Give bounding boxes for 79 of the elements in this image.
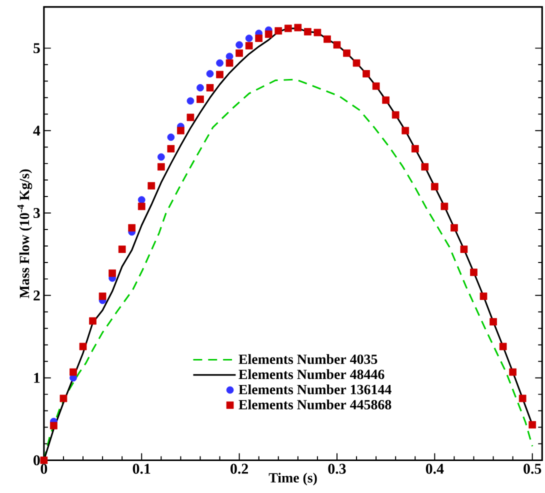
legend-label: Elements Number 48446 bbox=[238, 369, 384, 380]
legend-label: Elements Number 136144 bbox=[238, 384, 392, 394]
point bbox=[421, 163, 429, 170]
y-tick-label: 3 bbox=[34, 208, 40, 218]
point bbox=[509, 368, 516, 376]
y-tick-label: 0 bbox=[34, 455, 40, 466]
point bbox=[294, 24, 302, 32]
point bbox=[177, 126, 184, 134]
point bbox=[470, 268, 478, 276]
x-tick-label: 0.5 bbox=[524, 464, 542, 474]
point bbox=[196, 84, 204, 92]
point bbox=[450, 224, 458, 232]
point bbox=[157, 163, 165, 170]
point bbox=[392, 111, 400, 119]
point bbox=[490, 318, 497, 326]
x-tick-label: 0 bbox=[40, 464, 48, 474]
point bbox=[89, 317, 96, 325]
point bbox=[60, 394, 68, 402]
point bbox=[167, 133, 175, 141]
point bbox=[98, 292, 106, 300]
y-tick-label: 5 bbox=[34, 43, 40, 54]
point bbox=[226, 52, 234, 60]
point bbox=[40, 456, 48, 464]
point bbox=[70, 368, 77, 376]
point bbox=[352, 59, 360, 67]
point bbox=[440, 202, 448, 210]
point bbox=[411, 144, 419, 152]
point bbox=[499, 342, 507, 350]
point bbox=[362, 70, 370, 78]
point bbox=[264, 30, 272, 38]
point bbox=[216, 59, 224, 67]
point bbox=[274, 27, 282, 34]
y-tick-label: 1 bbox=[34, 372, 40, 383]
point bbox=[333, 41, 341, 48]
y-tick-label: 4 bbox=[33, 126, 40, 136]
point bbox=[518, 394, 526, 402]
point bbox=[255, 34, 263, 42]
x-axis-title: Time (s) bbox=[268, 472, 317, 486]
point bbox=[50, 422, 58, 430]
point bbox=[79, 342, 87, 350]
point bbox=[528, 421, 536, 428]
legend-label: Elements Number 445868 bbox=[238, 399, 392, 410]
point bbox=[372, 82, 380, 90]
point bbox=[196, 96, 204, 103]
x-tick-label: 0.2 bbox=[230, 464, 248, 474]
point bbox=[343, 49, 350, 57]
point bbox=[480, 292, 488, 300]
point bbox=[216, 70, 224, 78]
point bbox=[402, 126, 410, 134]
point bbox=[108, 269, 116, 277]
x-tick-label: 0.3 bbox=[328, 464, 346, 474]
point bbox=[382, 96, 390, 104]
point bbox=[430, 182, 438, 190]
point bbox=[245, 42, 253, 50]
point bbox=[186, 114, 194, 121]
point bbox=[460, 245, 468, 253]
x-tick-label: 0.1 bbox=[132, 464, 150, 474]
point bbox=[138, 196, 146, 204]
y-axis-title: Mass Flow (10$^{-4}$ Kg/s) bbox=[17, 169, 32, 298]
point bbox=[206, 70, 214, 78]
point bbox=[284, 24, 292, 32]
point bbox=[157, 153, 165, 161]
point bbox=[148, 182, 156, 190]
point bbox=[236, 49, 243, 57]
point bbox=[245, 34, 253, 42]
point bbox=[304, 28, 312, 36]
point bbox=[167, 144, 175, 152]
point bbox=[138, 202, 146, 210]
x-tick-label: 0.4 bbox=[426, 464, 444, 474]
legend-label: Elements Number 4035 bbox=[238, 354, 378, 364]
point bbox=[236, 41, 243, 48]
point bbox=[206, 84, 214, 92]
point bbox=[314, 28, 322, 36]
y-tick-label: 2 bbox=[34, 290, 40, 300]
point bbox=[118, 245, 126, 253]
point bbox=[128, 224, 136, 232]
point bbox=[324, 35, 331, 43]
point bbox=[226, 59, 234, 67]
point bbox=[186, 97, 194, 105]
